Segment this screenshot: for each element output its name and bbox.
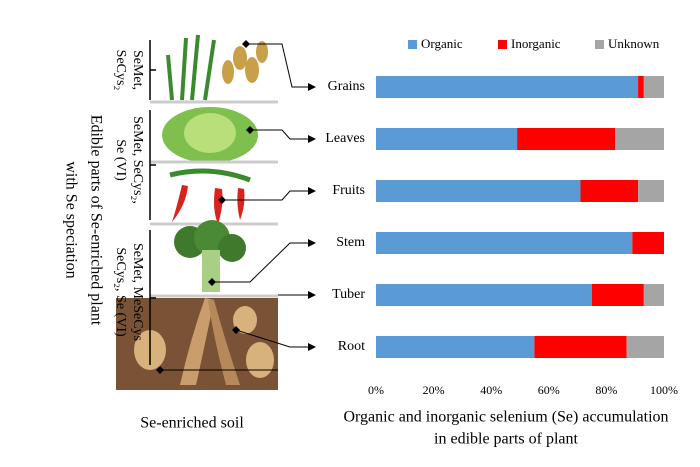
bar-segment xyxy=(517,128,616,150)
bar-segment xyxy=(643,284,664,306)
species-label: SeMet, MeSeCys xyxy=(130,243,145,341)
x-tick-label: 0% xyxy=(368,383,384,397)
bar-segment xyxy=(376,180,581,202)
y-tick-label: Fruits xyxy=(332,183,365,198)
bar-segment xyxy=(534,336,627,358)
bar-segment xyxy=(376,336,535,358)
bar-segment xyxy=(580,180,639,202)
species-label: SeMet, xyxy=(130,50,145,90)
x-tick-label: 20% xyxy=(423,383,445,397)
chart-title: Organic and inorganic selenium (Se) accu… xyxy=(343,409,668,426)
bar-segment xyxy=(626,336,664,358)
legend-label: Inorganic xyxy=(511,36,561,51)
bar-segment xyxy=(615,128,664,150)
bar-segment xyxy=(643,76,664,98)
bar-segment xyxy=(376,284,592,306)
y-tick-label: Stem xyxy=(336,235,365,250)
bar-segment xyxy=(376,232,633,254)
bar-segment xyxy=(592,284,644,306)
x-tick-label: 60% xyxy=(538,383,560,397)
bar-segment xyxy=(638,180,664,202)
y-tick-label: Leaves xyxy=(325,131,365,146)
species-label: SeCys₂ xyxy=(113,50,128,91)
bar-segment xyxy=(376,128,518,150)
side-title: with Se speciation xyxy=(62,161,79,278)
legend-label: Unknown xyxy=(608,36,660,51)
plant-illustration xyxy=(116,34,316,390)
species-label: SeMet, SeCys₂, xyxy=(130,116,145,204)
legend-swatch xyxy=(595,40,604,49)
side-title: Edible parts of Se-enriched plant xyxy=(87,115,104,326)
legend-swatch xyxy=(408,40,417,49)
x-tick-label: 40% xyxy=(480,383,502,397)
soil-label: Se-enriched soil xyxy=(140,415,244,432)
bar-segment xyxy=(638,76,644,98)
y-tick-label: Tuber xyxy=(332,287,365,302)
y-tick-label: Root xyxy=(338,339,365,354)
chart-title: in edible parts of plant xyxy=(434,431,579,448)
y-tick-label: Grains xyxy=(328,79,365,94)
bar-segment xyxy=(376,76,639,98)
x-tick-label: 80% xyxy=(595,383,617,397)
species-label: SeCys₂, Se (VI) xyxy=(113,247,128,337)
x-tick-label: 100% xyxy=(650,383,678,397)
legend-label: Organic xyxy=(421,36,463,51)
bar-segment xyxy=(632,232,664,254)
species-label: Se (VI) xyxy=(113,139,128,181)
legend-swatch xyxy=(498,40,507,49)
